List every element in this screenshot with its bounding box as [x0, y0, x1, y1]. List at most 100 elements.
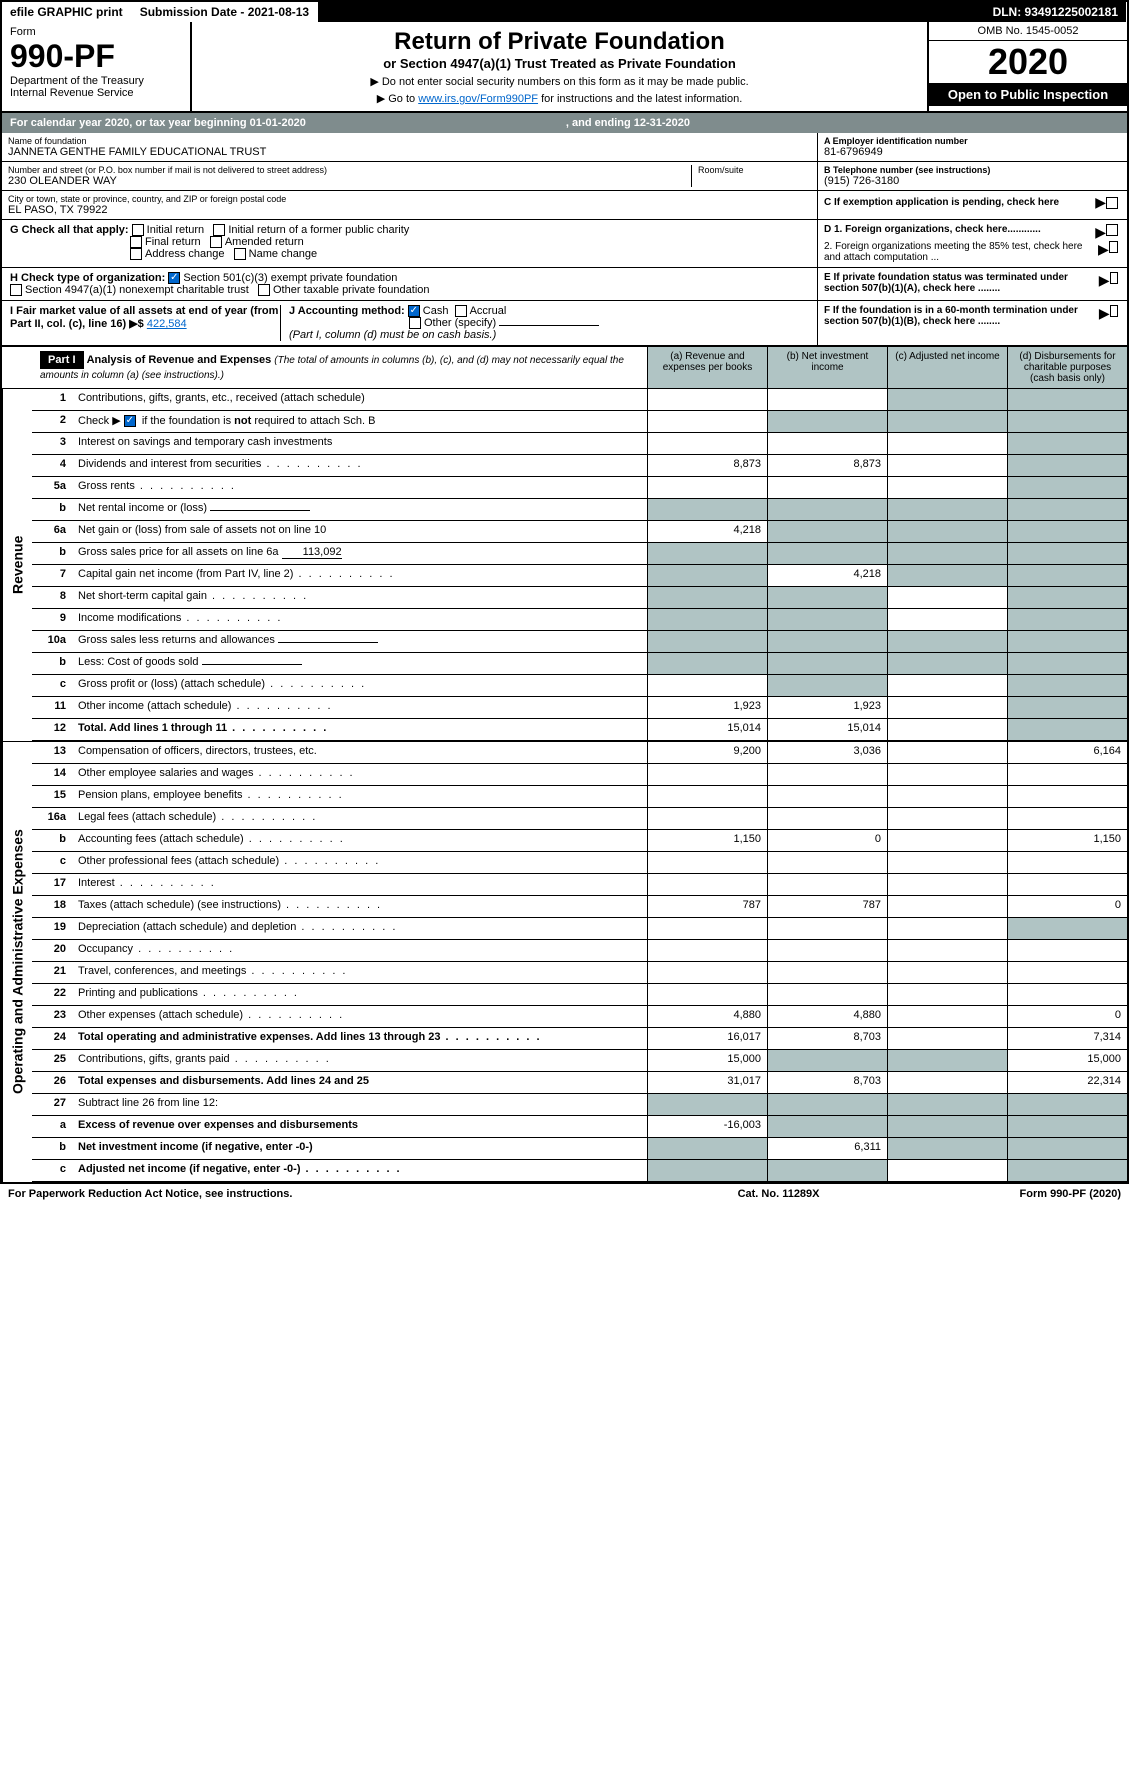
row-label: Contributions, gifts, grants, etc., rece… [72, 389, 647, 410]
data-cell-b [767, 918, 887, 939]
row-number: 5a [32, 477, 72, 498]
footer-left: For Paperwork Reduction Act Notice, see … [8, 1188, 292, 1200]
j1-checkbox[interactable] [408, 305, 420, 317]
data-cell-d: 22,314 [1007, 1072, 1127, 1093]
f-checkbox[interactable] [1110, 305, 1118, 317]
table-row: 11Other income (attach schedule)1,9231,9… [32, 697, 1127, 719]
d2-checkbox[interactable] [1109, 241, 1118, 253]
row-number: c [32, 852, 72, 873]
data-cell-b [767, 543, 887, 564]
cal-end: , and ending 12-31-2020 [566, 117, 690, 129]
table-row: 22Printing and publications [32, 984, 1127, 1006]
g1-checkbox[interactable] [132, 224, 144, 236]
data-cell-d [1007, 874, 1127, 895]
check-section-ij: I Fair market value of all assets at end… [2, 301, 1127, 347]
data-cell-b [767, 587, 887, 608]
col-a-head: (a) Revenue and expenses per books [647, 347, 767, 388]
j3-checkbox[interactable] [409, 317, 421, 329]
data-cell-b [767, 433, 887, 454]
data-cell-b [767, 1116, 887, 1137]
data-cell-d [1007, 719, 1127, 740]
data-cell-b: 0 [767, 830, 887, 851]
d1-checkbox[interactable] [1106, 224, 1118, 236]
g6-checkbox[interactable] [234, 248, 246, 260]
h3-checkbox[interactable] [258, 284, 270, 296]
data-cell-c [887, 918, 1007, 939]
row-label: Gross sales less returns and allowances [72, 631, 647, 652]
data-cell-c [887, 1160, 1007, 1181]
data-cell-d: 1,150 [1007, 830, 1127, 851]
year-box: OMB No. 1545-0052 2020 Open to Public In… [927, 22, 1127, 111]
table-row: cGross profit or (loss) (attach schedule… [32, 675, 1127, 697]
form-container: efile GRAPHIC print Submission Date - 20… [0, 0, 1129, 1184]
row-number: b [32, 499, 72, 520]
data-cell-b [767, 1094, 887, 1115]
table-row: 25Contributions, gifts, grants paid15,00… [32, 1050, 1127, 1072]
submission-date: Submission Date - 2021-08-13 [132, 2, 318, 22]
irs-link[interactable]: www.irs.gov/Form990PF [418, 93, 538, 105]
data-cell-c [887, 697, 1007, 718]
row-label: Interest [72, 874, 647, 895]
org-city: EL PASO, TX 79922 [8, 204, 811, 216]
c-cell: C If exemption application is pending, c… [818, 191, 1127, 214]
data-cell-d [1007, 455, 1127, 476]
data-cell-b: 8,703 [767, 1072, 887, 1093]
table-row: 1Contributions, gifts, grants, etc., rec… [32, 389, 1127, 411]
city-label: City or town, state or province, country… [8, 194, 811, 204]
row-label: Net short-term capital gain [72, 587, 647, 608]
data-cell-a [647, 609, 767, 630]
table-row: 2Check ▶ if the foundation is not requir… [32, 411, 1127, 433]
row-label: Income modifications [72, 609, 647, 630]
data-cell-c [887, 411, 1007, 432]
row-number: 12 [32, 719, 72, 740]
row-number: 10a [32, 631, 72, 652]
data-cell-c [887, 631, 1007, 652]
c-label: C If exemption application is pending, c… [824, 197, 1059, 208]
e-checkbox[interactable] [1110, 272, 1119, 284]
efile-label[interactable]: efile GRAPHIC print [2, 2, 132, 22]
h-checks: H Check type of organization: Section 50… [2, 268, 817, 300]
data-cell-b [767, 389, 887, 410]
row-number: c [32, 675, 72, 696]
data-cell-a [647, 808, 767, 829]
table-row: 17Interest [32, 874, 1127, 896]
expenses-section: Operating and Administrative Expenses 13… [2, 741, 1127, 1182]
top-bar: efile GRAPHIC print Submission Date - 20… [2, 2, 1127, 22]
table-row: 18Taxes (attach schedule) (see instructi… [32, 896, 1127, 918]
row-number: 8 [32, 587, 72, 608]
data-cell-a [647, 653, 767, 674]
data-cell-b [767, 499, 887, 520]
g5-checkbox[interactable] [130, 248, 142, 260]
g-checks: G Check all that apply: Initial return I… [2, 220, 817, 267]
c-checkbox[interactable] [1106, 197, 1118, 209]
table-row: 23Other expenses (attach schedule)4,8804… [32, 1006, 1127, 1028]
h1-checkbox[interactable] [168, 272, 180, 284]
row-label: Less: Cost of goods sold [72, 653, 647, 674]
form-label: Form [10, 26, 182, 38]
data-cell-c [887, 609, 1007, 630]
g3-checkbox[interactable] [130, 236, 142, 248]
j2-checkbox[interactable] [455, 305, 467, 317]
data-cell-d [1007, 984, 1127, 1005]
data-cell-b [767, 521, 887, 542]
row-label: Total expenses and disbursements. Add li… [72, 1072, 647, 1093]
g4-checkbox[interactable] [210, 236, 222, 248]
data-cell-a [647, 389, 767, 410]
data-cell-b: 6,311 [767, 1138, 887, 1159]
omb-number: OMB No. 1545-0052 [929, 22, 1127, 41]
data-cell-b: 15,014 [767, 719, 887, 740]
g2-checkbox[interactable] [213, 224, 225, 236]
calendar-year-row: For calendar year 2020, or tax year begi… [2, 113, 1127, 133]
h2-checkbox[interactable] [10, 284, 22, 296]
data-cell-d [1007, 1138, 1127, 1159]
row-label: Adjusted net income (if negative, enter … [72, 1160, 647, 1181]
row-label: Travel, conferences, and meetings [72, 962, 647, 983]
data-cell-a: 1,150 [647, 830, 767, 851]
row-number: 24 [32, 1028, 72, 1049]
data-cell-d [1007, 587, 1127, 608]
data-cell-c [887, 499, 1007, 520]
data-cell-c [887, 1094, 1007, 1115]
row-number: b [32, 1138, 72, 1159]
footer-right: Form 990-PF (2020) [1020, 1188, 1121, 1200]
data-cell-d [1007, 808, 1127, 829]
